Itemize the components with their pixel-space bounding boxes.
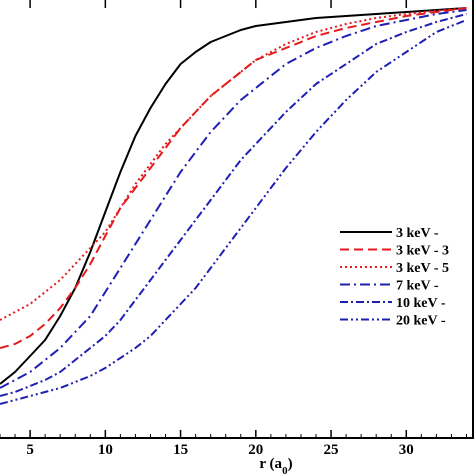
series-line-4 (0, 9, 467, 389)
legend: 3 keV - 3 keV - 3 3 keV - 5 7 keV - 10 keV -… (340, 226, 449, 329)
x-axis-label-main: r (a (259, 456, 282, 472)
legend-label-2: 3 keV - 3 (396, 244, 449, 259)
legend-label-4: 7 keV - (396, 279, 439, 294)
plot-area (0, 7, 467, 405)
x-tick-label-30: 30 (399, 442, 414, 458)
legend-label-6: 20 keV - (396, 314, 446, 329)
series-line-3 (0, 7, 467, 321)
series-line-2 (0, 7, 467, 349)
series-line-6 (0, 19, 467, 405)
x-axis-label-close: ) (288, 456, 293, 472)
x-axis-label: r (a0) (259, 456, 292, 474)
legend-label-5: 10 keV - (396, 296, 446, 311)
series-line-1 (0, 7, 467, 385)
x-tick-label-25: 25 (324, 442, 339, 458)
x-tick-label-15: 15 (173, 442, 188, 458)
legend-label-1: 3 keV - (396, 226, 439, 241)
x-axis-label-subscript: 0 (282, 465, 288, 474)
x-tick-label-5: 5 (26, 442, 34, 458)
x-tick-label-20: 20 (248, 442, 263, 458)
axes: 5 10 15 20 25 30 (0, 0, 474, 458)
x-tick-label-10: 10 (98, 442, 113, 458)
legend-label-3: 3 keV - 5 (396, 261, 449, 276)
series-line-5 (0, 13, 467, 397)
